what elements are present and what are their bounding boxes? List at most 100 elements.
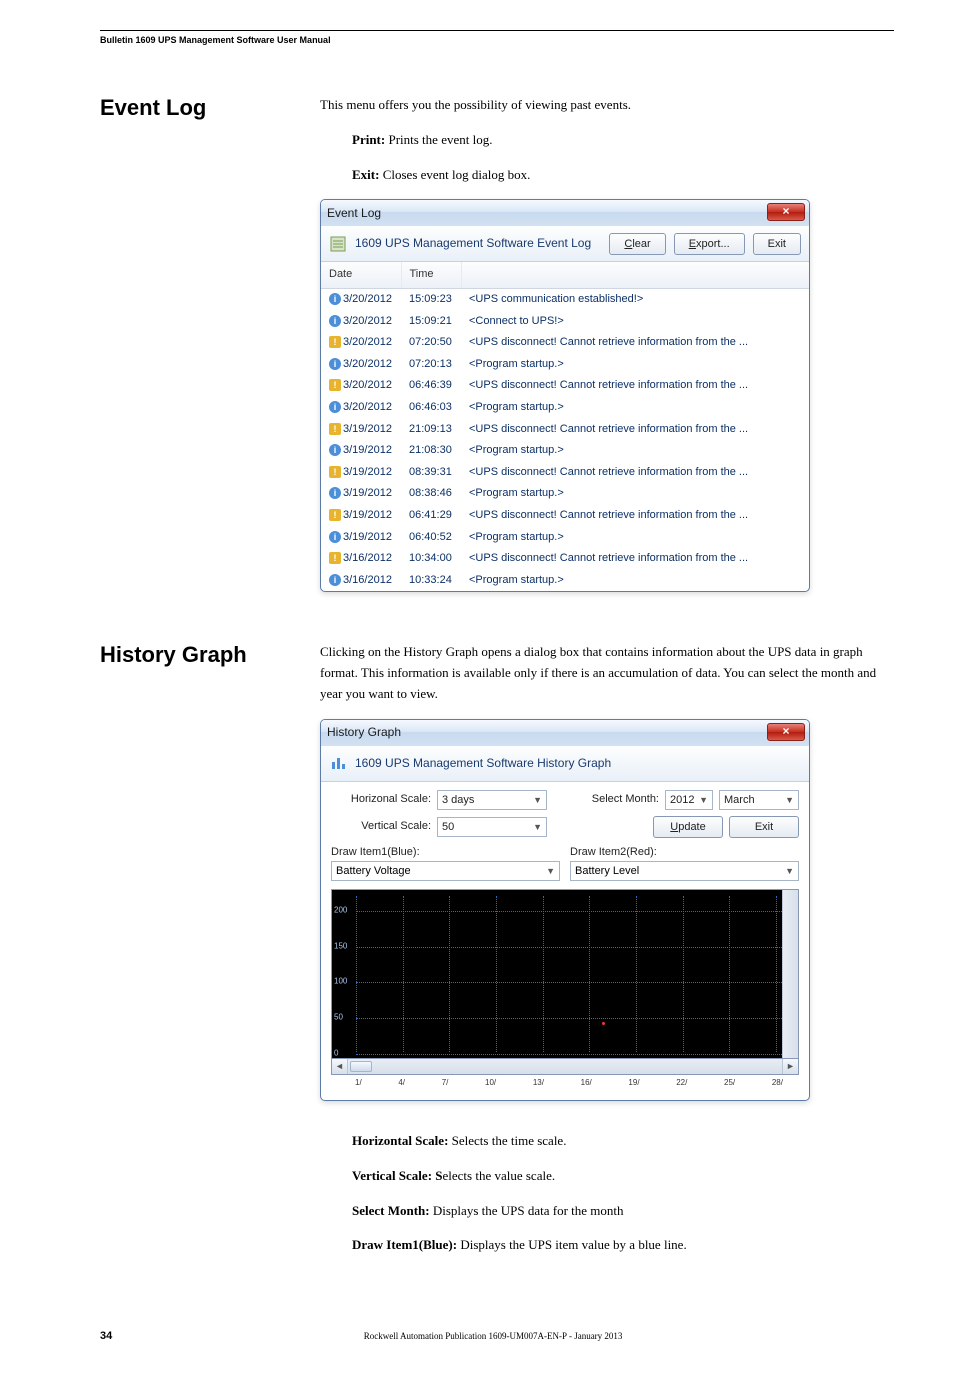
table-row[interactable]: !3/16/201210:34:00<UPS disconnect! Canno… [321,548,809,570]
horiz-scale-value: 3 days [442,791,474,809]
row-date: 3/20/2012 [343,358,392,370]
row-message: <UPS disconnect! Cannot retrieve informa… [461,332,809,354]
history-graph-toolbar: 1609 UPS Management Software History Gra… [321,746,809,782]
col-msg[interactable] [461,262,809,288]
table-row[interactable]: i3/19/201206:40:52<Program startup.> [321,527,809,549]
close-icon[interactable]: × [767,723,805,741]
draw-item1-label: Draw Item1(Blue): [331,844,560,862]
description-line: Draw Item1(Blue): Displays the UPS item … [352,1235,894,1256]
row-date: 3/20/2012 [343,401,392,413]
table-row[interactable]: !3/19/201221:09:13<UPS disconnect! Canno… [321,419,809,441]
grid-line [356,1054,782,1055]
table-row[interactable]: i3/20/201206:46:03<Program startup.> [321,397,809,419]
event-log-table: Date Time i3/20/201215:09:23<UPS communi… [321,262,809,591]
vert-scale-value: 50 [442,818,454,836]
row-message: <UPS disconnect! Cannot retrieve informa… [461,462,809,484]
horizontal-scrollbar[interactable]: ◄ ► [331,1059,799,1075]
scroll-thumb[interactable] [350,1061,372,1072]
description-line: Vertical Scale: Selects the value scale. [352,1166,894,1187]
row-message: <UPS disconnect! Cannot retrieve informa… [461,419,809,441]
clear-button[interactable]: Clear [609,233,665,255]
row-time: 06:40:52 [401,527,461,549]
year-value: 2012 [670,791,694,809]
row-date: 3/20/2012 [343,315,392,327]
event-log-toolbar: 1609 UPS Management Software Event Log C… [321,226,809,262]
year-select[interactable]: 2012 ▼ [665,790,713,810]
col-date[interactable]: Date [321,262,401,288]
x-tick-label: 25/ [724,1077,735,1090]
row-time: 21:09:13 [401,419,461,441]
y-tick-label: 100 [334,976,347,989]
description-line: Select Month: Displays the UPS data for … [352,1201,894,1222]
description-label: Vertical Scale: S [352,1168,443,1183]
month-value: March [724,791,755,809]
grid-line [543,896,544,1052]
clear-button-rest: lear [632,238,650,250]
draw-item1-select[interactable]: Battery Voltage ▼ [331,861,560,881]
row-message: <Program startup.> [461,570,809,592]
exit-button[interactable]: Exit [729,816,799,838]
table-row[interactable]: !3/19/201208:39:31<UPS disconnect! Canno… [321,462,809,484]
history-graph-intro: Clicking on the History Graph opens a di… [320,642,894,704]
scroll-right-icon[interactable]: ► [782,1059,798,1074]
export-button[interactable]: Export... [674,233,745,255]
warning-icon: ! [329,466,341,478]
table-row[interactable]: i3/20/201215:09:21<Connect to UPS!> [321,311,809,333]
table-row[interactable]: i3/19/201221:08:30<Program startup.> [321,440,809,462]
row-message: <UPS disconnect! Cannot retrieve informa… [461,375,809,397]
description-text: Displays the UPS item value by a blue li… [457,1237,687,1252]
row-date: 3/20/2012 [343,293,392,305]
row-time: 15:09:23 [401,288,461,310]
table-row[interactable]: !3/19/201206:41:29<UPS disconnect! Canno… [321,505,809,527]
event-log-titlebar[interactable]: Event Log × [321,200,809,226]
chevron-down-icon: ▼ [785,791,794,809]
table-row[interactable]: i3/19/201208:38:46<Program startup.> [321,483,809,505]
info-icon: i [329,293,341,305]
row-message: <Program startup.> [461,440,809,462]
grid-line [449,896,450,1052]
table-row[interactable]: !3/20/201206:46:39<UPS disconnect! Canno… [321,375,809,397]
row-time: 06:41:29 [401,505,461,527]
chevron-down-icon: ▼ [533,818,542,836]
history-graph-window: History Graph × 1609 UPS Management Soft… [320,719,810,1101]
history-chart: 050100150200 [331,889,799,1059]
description-label: Select Month: [352,1203,430,1218]
table-row[interactable]: i3/20/2012 15:09:23<UPS communication est… [321,288,809,310]
event-log-table-head: Date Time [321,262,809,288]
history-graph-titlebar[interactable]: History Graph × [321,720,809,746]
event-log-toolbar-title: 1609 UPS Management Software Event Log [355,234,591,253]
grid-line [776,896,777,1052]
row-message: <UPS communication established!> [461,288,809,310]
month-select[interactable]: March ▼ [719,790,799,810]
vert-scale-label: Vertical Scale: [331,818,431,836]
description-text: Selects the time scale. [448,1133,566,1148]
chart-icon [329,754,347,772]
update-button[interactable]: Update [653,816,723,838]
row-message: <Program startup.> [461,354,809,376]
scroll-left-icon[interactable]: ◄ [332,1059,348,1074]
horiz-scale-select[interactable]: 3 days ▼ [437,790,547,810]
event-log-print-line: Print: Prints the event log. [352,130,894,151]
description-line: Horizontal Scale: Selects the time scale… [352,1131,894,1152]
horiz-scale-label: Horizonal Scale: [331,791,431,809]
info-icon: i [329,487,341,499]
col-time[interactable]: Time [401,262,461,288]
vertical-scrollbar[interactable] [782,890,798,1058]
vert-scale-select[interactable]: 50 ▼ [437,817,547,837]
grid-line [403,896,404,1052]
x-tick-label: 22/ [676,1077,687,1090]
table-row[interactable]: i3/20/201207:20:13<Program startup.> [321,354,809,376]
table-row[interactable]: i3/16/201210:33:24<Program startup.> [321,570,809,592]
x-tick-label: 13/ [533,1077,544,1090]
table-row[interactable]: !3/20/201207:20:50<UPS disconnect! Canno… [321,332,809,354]
header-title: Bulletin 1609 UPS Management Software Us… [100,35,894,45]
print-text: Prints the event log. [385,132,492,147]
row-time: 08:39:31 [401,462,461,484]
event-log-exit-line: Exit: Closes event log dialog box. [352,165,894,186]
row-time: 07:20:50 [401,332,461,354]
draw-item2-select[interactable]: Battery Level ▼ [570,861,799,881]
close-icon[interactable]: × [767,203,805,221]
exit-button[interactable]: Exit [753,233,801,255]
row-message: <Program startup.> [461,483,809,505]
history-graph-toolbar-title: 1609 UPS Management Software History Gra… [355,754,611,773]
